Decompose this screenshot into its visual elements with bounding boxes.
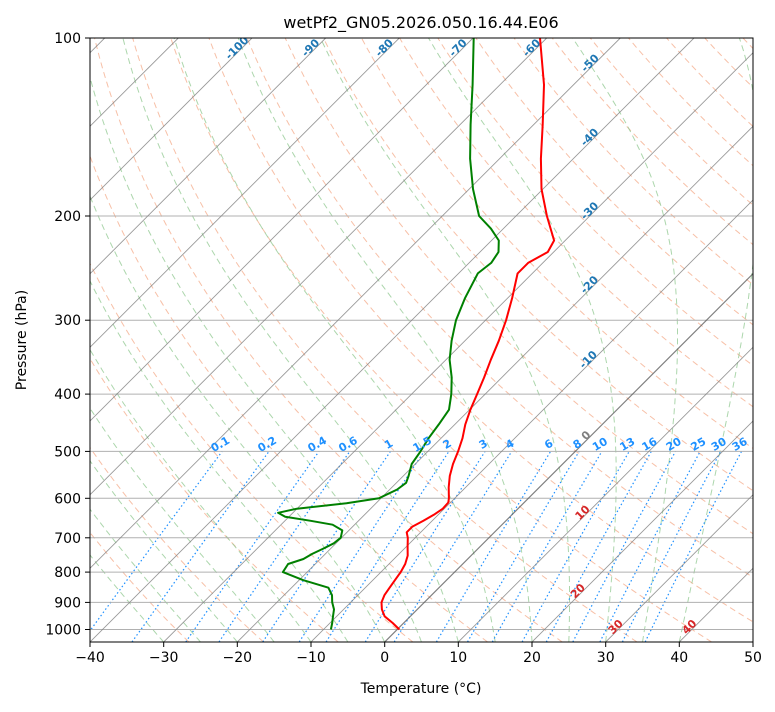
y-tick-label: 300	[54, 313, 81, 329]
y-tick-label: 1000	[45, 623, 81, 639]
y-tick-label: 800	[54, 565, 81, 581]
x-tick-label: 10	[449, 650, 467, 666]
y-tick-label: 900	[54, 595, 81, 611]
x-tick-label: −10	[296, 650, 326, 666]
x-tick-label: 0	[380, 650, 389, 666]
x-tick-label: 40	[670, 650, 688, 666]
y-tick-label: 200	[54, 209, 81, 225]
x-tick-label: −40	[75, 650, 105, 666]
y-tick-label: 500	[54, 444, 81, 460]
x-tick-label: −30	[149, 650, 179, 666]
chart-title: wetPf2_GN05.2026.050.16.44.E06	[283, 13, 558, 33]
x-tick-label: 20	[523, 650, 541, 666]
x-tick-label: 50	[744, 650, 762, 666]
y-tick-label: 600	[54, 491, 81, 507]
y-tick-label: 400	[54, 387, 81, 403]
x-axis-label: Temperature (°C)	[360, 681, 482, 697]
x-tick-label: −20	[223, 650, 253, 666]
y-axis-label: Pressure (hPa)	[14, 290, 30, 390]
y-tick-label: 700	[54, 531, 81, 547]
y-tick-label: 100	[54, 31, 81, 47]
x-tick-label: 30	[597, 650, 615, 666]
